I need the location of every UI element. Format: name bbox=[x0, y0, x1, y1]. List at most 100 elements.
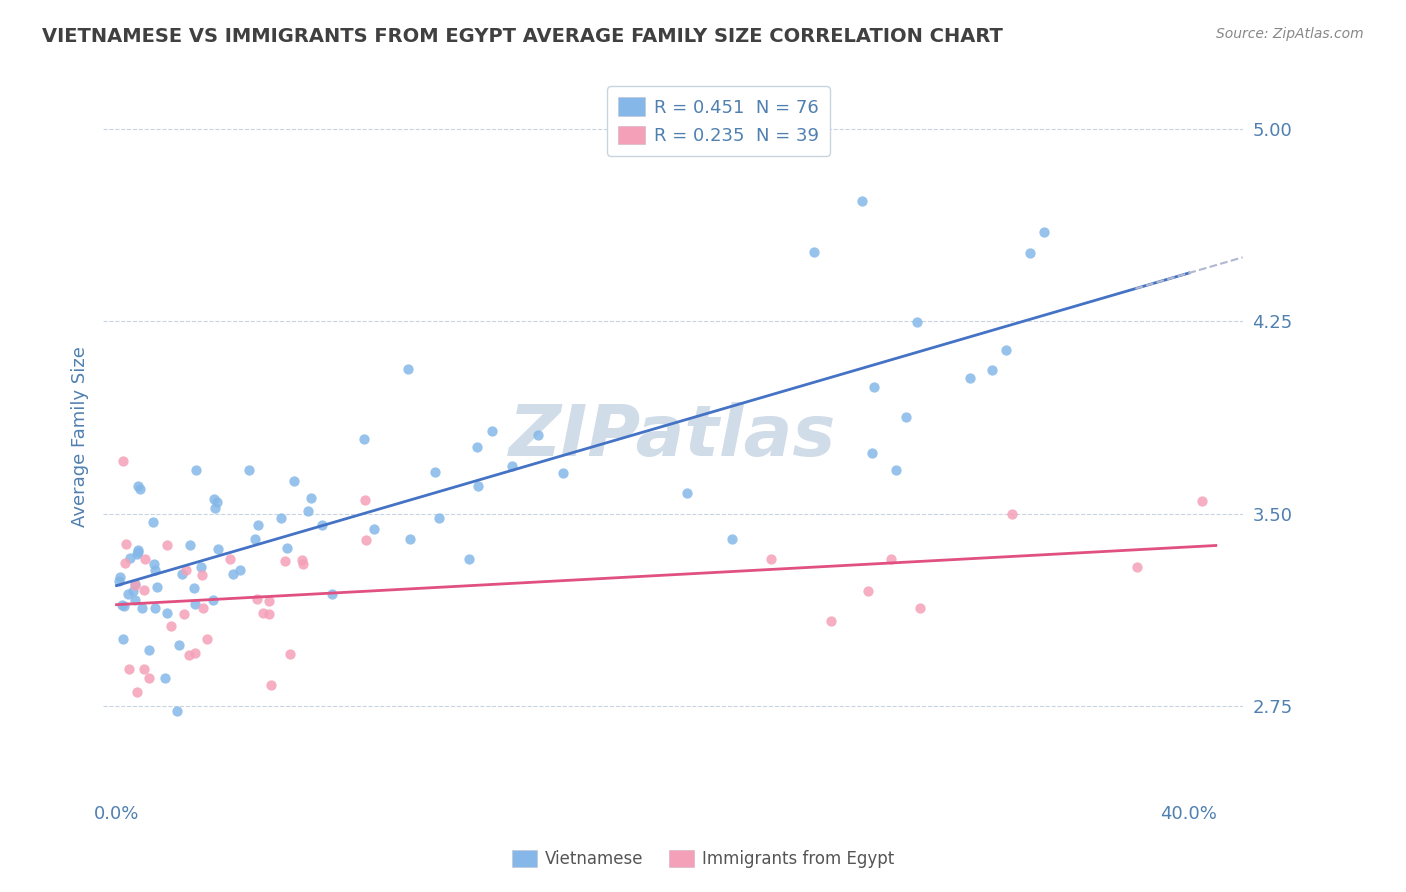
Point bbox=[193, 601, 215, 615]
Point bbox=[127, 478, 149, 492]
Point bbox=[238, 462, 260, 476]
Point bbox=[981, 363, 1004, 377]
Point bbox=[252, 607, 274, 621]
Point bbox=[1019, 245, 1042, 260]
Point bbox=[222, 566, 245, 581]
Point bbox=[820, 614, 842, 628]
Point bbox=[311, 518, 333, 533]
Point bbox=[396, 362, 419, 376]
Point bbox=[111, 632, 134, 646]
Point bbox=[207, 541, 229, 556]
Point bbox=[863, 379, 886, 393]
Point bbox=[124, 593, 146, 607]
Point bbox=[274, 554, 297, 568]
Point bbox=[297, 504, 319, 518]
Point bbox=[205, 495, 228, 509]
Point bbox=[195, 632, 218, 646]
Text: VIETNAMESE VS IMMIGRANTS FROM EGYPT AVERAGE FAMILY SIZE CORRELATION CHART: VIETNAMESE VS IMMIGRANTS FROM EGYPT AVER… bbox=[42, 27, 1002, 45]
Text: ZIPatlas: ZIPatlas bbox=[509, 402, 837, 471]
Point bbox=[167, 639, 190, 653]
Point bbox=[353, 433, 375, 447]
Point bbox=[467, 479, 489, 493]
Point bbox=[457, 552, 479, 566]
Point bbox=[270, 511, 292, 525]
Point bbox=[851, 194, 873, 208]
Point bbox=[995, 343, 1018, 358]
Point bbox=[111, 598, 134, 612]
Text: Source: ZipAtlas.com: Source: ZipAtlas.com bbox=[1216, 27, 1364, 41]
Point bbox=[142, 516, 165, 530]
Legend: R = 0.451  N = 76, R = 0.235  N = 39: R = 0.451 N = 76, R = 0.235 N = 39 bbox=[607, 87, 830, 156]
Point bbox=[115, 537, 138, 551]
Point bbox=[179, 538, 201, 552]
Point bbox=[292, 557, 315, 571]
Point bbox=[124, 577, 146, 591]
Point bbox=[720, 532, 742, 546]
Point bbox=[759, 552, 782, 566]
Point bbox=[354, 493, 377, 508]
Point bbox=[112, 454, 135, 468]
Point bbox=[156, 606, 179, 620]
Point bbox=[138, 671, 160, 685]
Point bbox=[170, 567, 193, 582]
Point bbox=[283, 474, 305, 488]
Point bbox=[260, 678, 283, 692]
Point bbox=[290, 553, 312, 567]
Point bbox=[120, 550, 142, 565]
Point bbox=[184, 646, 207, 660]
Point bbox=[124, 577, 146, 591]
Point bbox=[177, 648, 200, 662]
Point bbox=[112, 599, 135, 613]
Point bbox=[896, 410, 918, 425]
Point bbox=[246, 591, 269, 606]
Point bbox=[321, 586, 343, 600]
Point bbox=[191, 567, 214, 582]
Point bbox=[257, 593, 280, 607]
Point bbox=[127, 542, 149, 557]
Point bbox=[117, 586, 139, 600]
Point bbox=[186, 463, 208, 477]
Point bbox=[884, 463, 907, 477]
Point bbox=[121, 583, 143, 598]
Point bbox=[107, 574, 129, 589]
Y-axis label: Average Family Size: Average Family Size bbox=[72, 346, 89, 527]
Point bbox=[131, 601, 153, 615]
Point bbox=[145, 563, 167, 577]
Point bbox=[363, 522, 385, 536]
Point bbox=[278, 647, 301, 661]
Point bbox=[880, 552, 903, 566]
Point bbox=[204, 492, 226, 507]
Point bbox=[138, 643, 160, 657]
Point bbox=[145, 581, 167, 595]
Point bbox=[118, 662, 141, 676]
Point bbox=[166, 704, 188, 718]
Point bbox=[860, 446, 883, 460]
Point bbox=[803, 244, 825, 259]
Point bbox=[134, 583, 156, 598]
Point bbox=[125, 685, 148, 699]
Point bbox=[425, 466, 447, 480]
Point bbox=[155, 671, 177, 685]
Point bbox=[125, 547, 148, 561]
Point bbox=[858, 584, 880, 599]
Point bbox=[127, 545, 149, 559]
Point bbox=[910, 601, 932, 615]
Point bbox=[481, 424, 503, 438]
Point bbox=[1191, 493, 1213, 508]
Point bbox=[427, 511, 450, 525]
Point bbox=[173, 607, 195, 621]
Point bbox=[1125, 560, 1147, 574]
Point bbox=[183, 582, 205, 596]
Point bbox=[299, 491, 322, 505]
Point bbox=[145, 601, 167, 615]
Point bbox=[399, 533, 422, 547]
Point bbox=[354, 533, 377, 548]
Point bbox=[243, 532, 266, 546]
Point bbox=[526, 427, 548, 442]
Point bbox=[114, 556, 136, 570]
Point bbox=[959, 370, 981, 384]
Point bbox=[905, 315, 928, 329]
Point bbox=[110, 569, 132, 583]
Point bbox=[201, 593, 224, 607]
Point bbox=[257, 607, 280, 621]
